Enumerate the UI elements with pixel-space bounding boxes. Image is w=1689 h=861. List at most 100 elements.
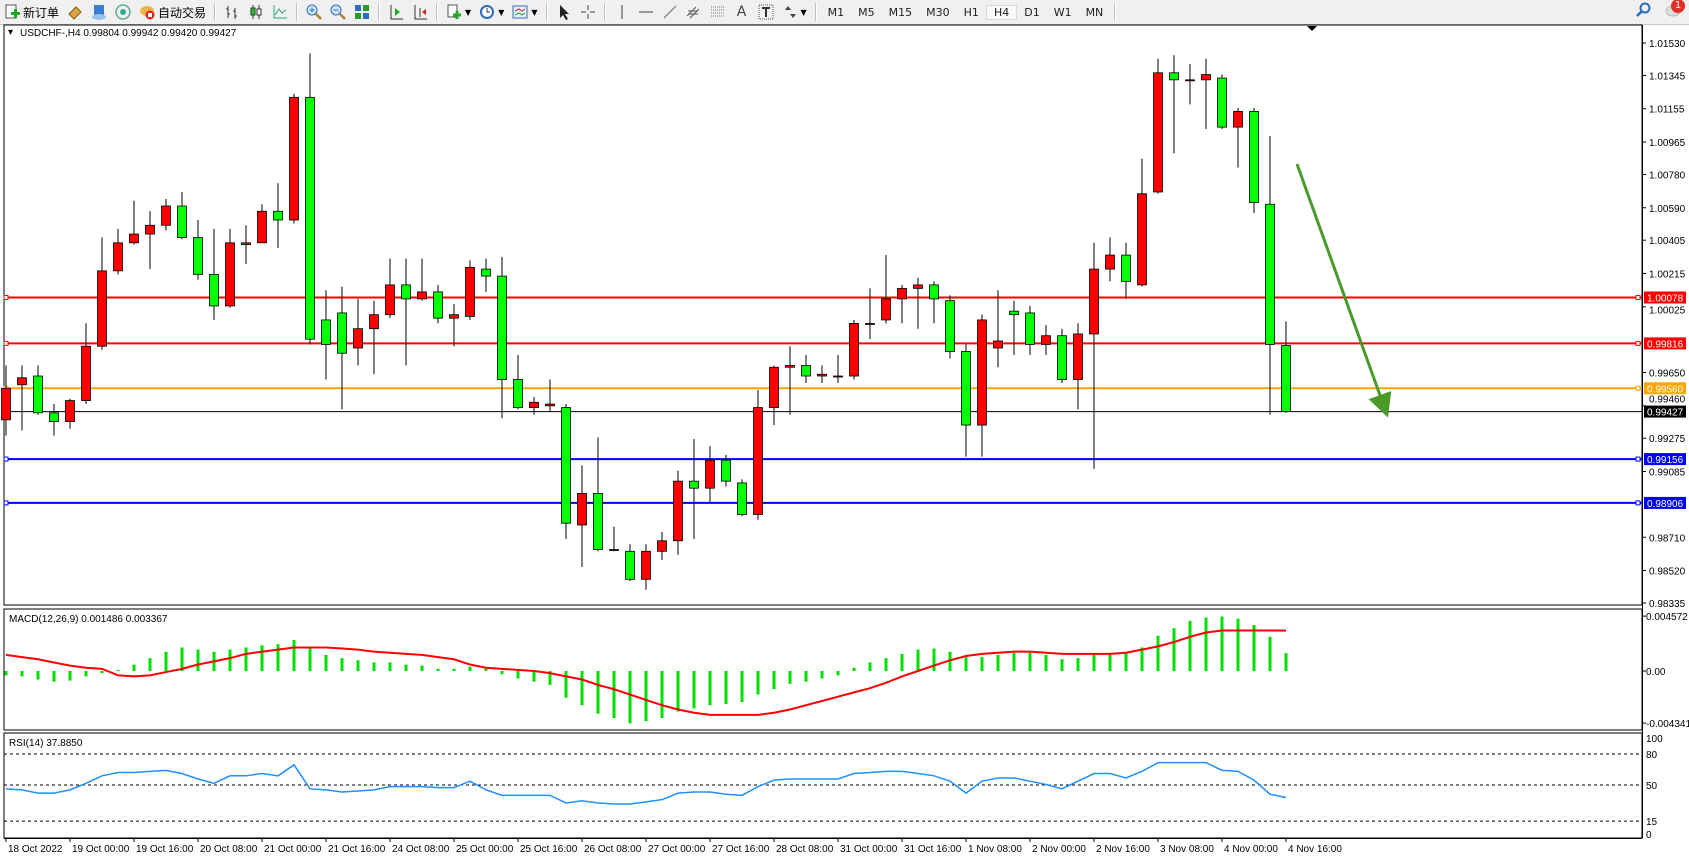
signal-button[interactable] [111,1,135,23]
macd-histogram-bar [52,671,56,682]
indicators-button[interactable]: ▼ [442,1,475,23]
equidistant-channel-button[interactable] [682,1,706,23]
macd-tick-label: 0.00 [1646,667,1666,678]
macd-histogram-bar [1092,653,1096,671]
macd-histogram-bar [1220,616,1224,671]
toolbar-separator [378,3,381,21]
tile-windows-icon [354,4,370,20]
candle-bearish [1217,77,1227,128]
candle-bullish [1041,335,1051,345]
auto-scroll-button[interactable] [384,1,408,23]
timeframe-m1[interactable]: M1 [827,5,845,19]
macd-tick-label: 0.004572 [1646,612,1688,623]
trendline-button[interactable] [658,1,682,23]
macd-histogram-bar [276,644,280,671]
candle-bullish [129,233,139,244]
candle-bullish [225,242,235,307]
candle-bullish [785,365,795,368]
market-watch-button[interactable] [87,1,111,23]
fibonacci-button[interactable] [706,1,730,23]
auto-trading-icon [139,4,155,20]
macd-histogram-bar [1044,654,1048,671]
timeframe-w1[interactable]: W1 [1053,5,1072,19]
search-icon[interactable] [1635,2,1651,18]
candle-bullish [1153,72,1163,193]
candle-bearish [1121,254,1131,282]
macd-histogram-bar [1060,659,1064,671]
timeframe-h4[interactable]: H4 [985,4,1018,20]
zoom-in-button[interactable] [302,1,326,23]
macd-histogram-bar [1156,635,1160,671]
main-pane-frame [3,24,1643,606]
macd-tick-label: -0.004341 [1646,719,1689,730]
timeframe-m30[interactable]: M30 [926,5,950,19]
price-tick-label: 0.99275 [1649,434,1686,445]
text-button[interactable]: A [730,1,754,23]
periods-button[interactable]: ▼ [475,1,508,23]
level-anchor-handle [3,294,9,300]
time-tick-label: 31 Oct 16:00 [904,844,962,855]
level-price-tag [1644,453,1686,466]
macd-histogram-bar [420,665,424,671]
axis-lines [4,25,1643,839]
macd-histogram-bar [1188,620,1192,671]
time-tick-label: 3 Nov 08:00 [1160,844,1214,855]
macd-histogram-bar [36,671,40,680]
horizontal-line-button[interactable] [634,1,658,23]
timeframe-m5[interactable]: M5 [858,5,875,19]
chart-menu-icon[interactable]: ▾ [8,27,14,38]
candle-bullish [897,287,907,300]
tile-windows-button[interactable] [350,1,374,23]
rsi-tick-label: 50 [1646,781,1658,792]
vertical-line-button[interactable] [610,1,634,23]
cursor-button[interactable] [552,1,576,23]
history-button[interactable] [63,1,87,23]
zoom-out-button[interactable] [326,1,350,23]
chart-shift-button[interactable] [408,1,432,23]
candle-bearish [721,459,731,482]
macd-histogram-bar [68,671,72,681]
new-order-button[interactable]: 新订单 [0,1,63,23]
price-tick-label: 0.99460 [1649,395,1686,406]
level-price-label: 0.99560 [1647,384,1684,395]
timeframe-h1[interactable]: H1 [963,5,979,19]
macd-histogram-bar [468,666,472,671]
macd-histogram-bar [260,645,264,671]
candle-bearish [273,210,283,221]
timeframe-mn[interactable]: MN [1085,5,1104,19]
macd-histogram-bar [84,671,88,677]
fibonacci-icon [710,4,726,20]
macd-histogram-bar [708,671,712,706]
toolbar-separator [545,3,548,21]
candle-bullish [769,366,779,408]
rsi-label: RSI(14) 37.8850 [9,738,83,749]
crosshair-button[interactable] [576,1,600,23]
auto-trading-button[interactable]: 自动交易 [135,1,210,23]
dropdown-arrow-icon: ▼ [465,7,472,17]
time-tick-label: 1 Nov 08:00 [968,844,1022,855]
candlestick-button[interactable] [244,1,268,23]
horizontal-line-icon [638,4,654,20]
chat-icon[interactable]: 1 [1665,0,1685,18]
macd-histogram-bar [1108,652,1112,671]
arrows-button[interactable]: ▼ [778,1,811,23]
candle-bullish [993,340,1003,349]
macd-histogram-bar [132,664,136,671]
time-tick-label: 27 Oct 16:00 [712,844,770,855]
templates-button[interactable]: ▼ [508,1,541,23]
candle-bullish [369,314,379,330]
rsi-tick-label: 100 [1646,734,1663,745]
timeframe-d1[interactable]: D1 [1024,5,1040,19]
price-tick-label: 1.01345 [1649,71,1686,82]
macd-histogram-bar [436,668,440,671]
candle-bearish [1249,110,1259,203]
text-label-button[interactable] [754,1,778,23]
candle-bullish [161,205,171,226]
market-watch-icon [91,4,107,20]
timeframe-m15[interactable]: M15 [888,5,913,19]
line-chart-button[interactable] [268,1,292,23]
candle-bearish [737,482,747,515]
price-tick-label: 0.98710 [1649,533,1686,544]
bar-chart-button[interactable] [220,1,244,23]
